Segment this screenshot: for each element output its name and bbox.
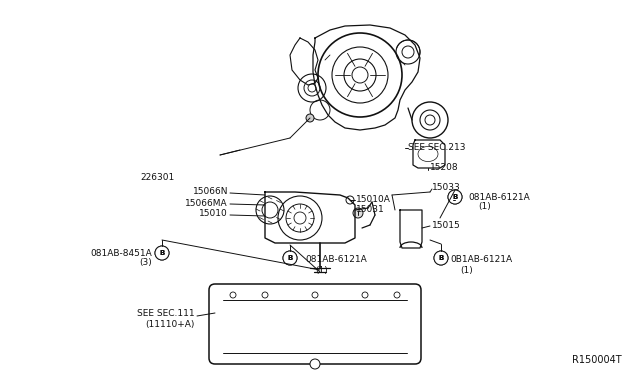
- Text: B: B: [452, 194, 458, 200]
- Text: (1): (1): [315, 266, 328, 275]
- Circle shape: [155, 246, 169, 260]
- Text: SEE SEC.111: SEE SEC.111: [138, 310, 195, 318]
- Text: 15010A: 15010A: [356, 195, 391, 203]
- Text: (1): (1): [460, 266, 473, 275]
- Text: B: B: [159, 250, 164, 256]
- Circle shape: [448, 190, 462, 204]
- Text: (1): (1): [478, 202, 491, 212]
- Text: 081AB-6121A: 081AB-6121A: [305, 256, 367, 264]
- Text: R150004T: R150004T: [572, 355, 622, 365]
- Text: B: B: [452, 194, 458, 200]
- Text: 15066N: 15066N: [193, 187, 228, 196]
- Circle shape: [434, 251, 448, 265]
- Text: SEE SEC.213: SEE SEC.213: [408, 144, 465, 153]
- Circle shape: [448, 190, 462, 204]
- Text: B: B: [159, 250, 164, 256]
- Text: B: B: [287, 255, 292, 261]
- Circle shape: [283, 251, 297, 265]
- Text: B: B: [438, 255, 444, 261]
- Text: B: B: [438, 255, 444, 261]
- Text: (3): (3): [140, 259, 152, 267]
- Text: 15031: 15031: [356, 205, 385, 215]
- Text: 226301: 226301: [141, 173, 175, 183]
- Text: (11110+A): (11110+A): [146, 320, 195, 328]
- Text: 081AB-8451A: 081AB-8451A: [90, 248, 152, 257]
- Circle shape: [155, 246, 169, 260]
- Circle shape: [353, 208, 363, 218]
- Text: 15066MA: 15066MA: [186, 199, 228, 208]
- Circle shape: [310, 359, 320, 369]
- Circle shape: [306, 114, 314, 122]
- Circle shape: [283, 251, 297, 265]
- Circle shape: [434, 251, 448, 265]
- Text: B: B: [287, 255, 292, 261]
- Text: 15010: 15010: [199, 209, 228, 218]
- Text: 081AB-6121A: 081AB-6121A: [468, 192, 530, 202]
- Text: 15033: 15033: [432, 183, 461, 192]
- Text: 15208: 15208: [430, 164, 459, 173]
- Text: 0B1AB-6121A: 0B1AB-6121A: [450, 256, 512, 264]
- Text: 15015: 15015: [432, 221, 461, 230]
